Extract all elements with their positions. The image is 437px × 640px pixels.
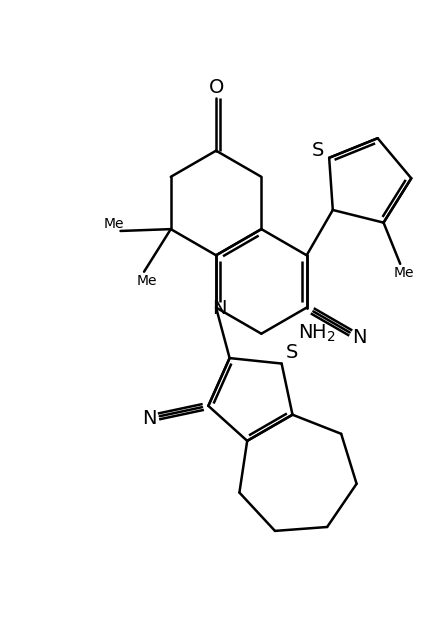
Text: N: N [352, 328, 366, 348]
Text: S: S [311, 141, 324, 160]
Text: N: N [142, 409, 156, 428]
Text: O: O [208, 78, 224, 97]
Text: Me: Me [393, 266, 414, 280]
Text: Me: Me [104, 217, 124, 231]
Text: NH$_2$: NH$_2$ [298, 323, 336, 344]
Text: S: S [285, 343, 298, 362]
Text: Me: Me [137, 274, 157, 288]
Text: N: N [212, 299, 226, 318]
